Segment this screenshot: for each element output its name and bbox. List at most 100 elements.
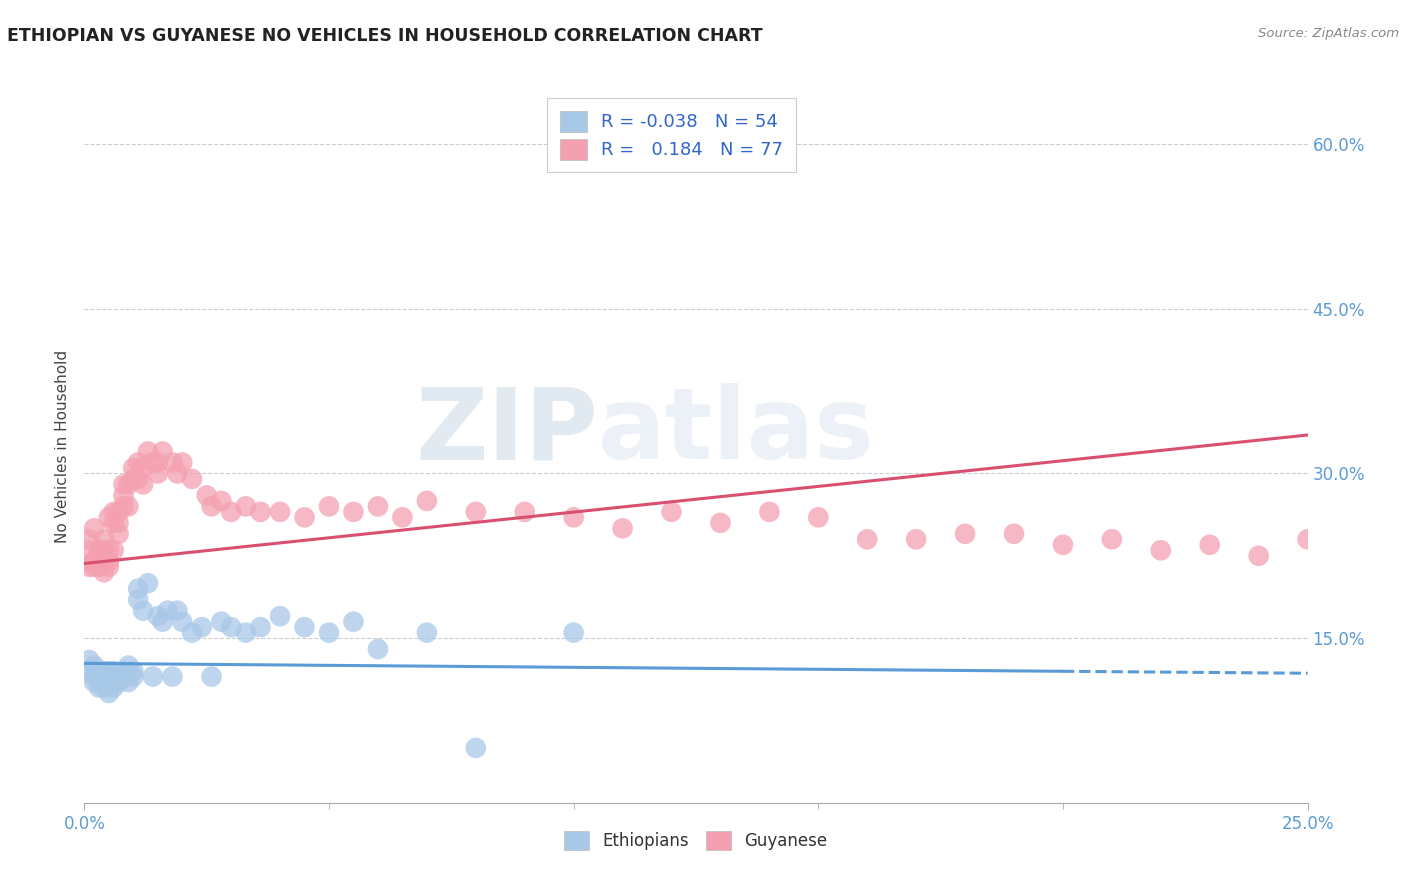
Point xyxy=(181,472,204,486)
Point xyxy=(93,675,115,690)
Point xyxy=(464,740,486,755)
Point xyxy=(103,516,125,530)
Point xyxy=(856,533,879,547)
Point xyxy=(97,543,120,558)
Point xyxy=(1296,533,1319,547)
Point xyxy=(209,615,232,629)
Point xyxy=(709,516,731,530)
Point xyxy=(87,559,110,574)
Point xyxy=(103,505,125,519)
Point xyxy=(172,455,194,469)
Point xyxy=(1198,538,1220,552)
Point xyxy=(142,455,165,469)
Point xyxy=(122,461,145,475)
Point xyxy=(93,669,115,683)
Point xyxy=(513,505,536,519)
Y-axis label: No Vehicles in Household: No Vehicles in Household xyxy=(55,350,70,542)
Point xyxy=(107,669,129,683)
Point xyxy=(83,521,105,535)
Point xyxy=(83,675,105,690)
Point xyxy=(97,559,120,574)
Point xyxy=(107,675,129,690)
Point xyxy=(235,500,257,514)
Point xyxy=(117,500,139,514)
Point xyxy=(103,664,125,678)
Point xyxy=(87,543,110,558)
Point xyxy=(318,625,340,640)
Point xyxy=(269,505,291,519)
Point xyxy=(219,505,242,519)
Point xyxy=(1247,549,1270,563)
Point xyxy=(127,472,149,486)
Point xyxy=(562,510,585,524)
Point xyxy=(132,477,155,491)
Point xyxy=(122,664,145,678)
Text: Source: ZipAtlas.com: Source: ZipAtlas.com xyxy=(1258,27,1399,40)
Point xyxy=(127,455,149,469)
Point xyxy=(146,467,169,481)
Point xyxy=(416,494,439,508)
Point xyxy=(77,559,100,574)
Point xyxy=(122,669,145,683)
Point xyxy=(93,543,115,558)
Text: ETHIOPIAN VS GUYANESE NO VEHICLES IN HOUSEHOLD CORRELATION CHART: ETHIOPIAN VS GUYANESE NO VEHICLES IN HOU… xyxy=(7,27,762,45)
Point xyxy=(136,576,159,591)
Point xyxy=(235,625,257,640)
Point xyxy=(191,620,214,634)
Text: atlas: atlas xyxy=(598,384,875,480)
Point xyxy=(342,615,364,629)
Point xyxy=(83,554,105,568)
Point xyxy=(87,549,110,563)
Point xyxy=(83,658,105,673)
Point xyxy=(112,669,135,683)
Point xyxy=(93,533,115,547)
Point xyxy=(77,543,100,558)
Point xyxy=(367,500,389,514)
Point xyxy=(103,543,125,558)
Point xyxy=(87,664,110,678)
Point xyxy=(83,669,105,683)
Point xyxy=(416,625,439,640)
Point xyxy=(294,620,316,634)
Point xyxy=(93,554,115,568)
Point xyxy=(318,500,340,514)
Text: ZIP: ZIP xyxy=(415,384,598,480)
Point xyxy=(200,669,222,683)
Point xyxy=(758,505,780,519)
Point xyxy=(1101,533,1123,547)
Point xyxy=(127,592,149,607)
Point xyxy=(905,533,928,547)
Point xyxy=(97,675,120,690)
Point xyxy=(103,669,125,683)
Point xyxy=(162,669,184,683)
Point xyxy=(152,444,174,458)
Point xyxy=(181,625,204,640)
Point xyxy=(1002,526,1025,541)
Point xyxy=(103,675,125,690)
Point xyxy=(93,664,115,678)
Point xyxy=(117,477,139,491)
Point xyxy=(97,554,120,568)
Point xyxy=(87,681,110,695)
Point xyxy=(132,461,155,475)
Point xyxy=(209,494,232,508)
Point xyxy=(112,500,135,514)
Point xyxy=(146,455,169,469)
Point xyxy=(77,533,100,547)
Point xyxy=(117,658,139,673)
Point xyxy=(1150,543,1173,558)
Point xyxy=(83,554,105,568)
Point xyxy=(93,543,115,558)
Point xyxy=(249,505,271,519)
Point xyxy=(122,472,145,486)
Point xyxy=(87,669,110,683)
Point xyxy=(200,500,222,514)
Point xyxy=(166,467,188,481)
Point xyxy=(142,669,165,683)
Point xyxy=(117,675,139,690)
Point xyxy=(269,609,291,624)
Point xyxy=(166,604,188,618)
Point xyxy=(107,505,129,519)
Point xyxy=(953,526,976,541)
Point xyxy=(661,505,683,519)
